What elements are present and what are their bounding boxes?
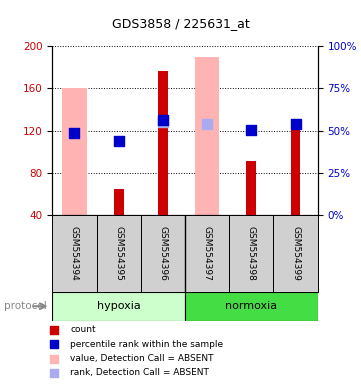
Text: normoxia: normoxia	[225, 301, 277, 311]
Bar	[52, 292, 185, 321]
Bar	[185, 292, 318, 321]
Text: GSM554394: GSM554394	[70, 226, 79, 281]
Bar	[195, 56, 219, 215]
Text: GSM554399: GSM554399	[291, 226, 300, 281]
Text: GSM554398: GSM554398	[247, 226, 256, 281]
Point	[204, 121, 210, 127]
Bar	[141, 215, 185, 292]
Point	[248, 126, 254, 132]
Point	[160, 119, 166, 125]
Bar	[274, 215, 318, 292]
Text: GSM554395: GSM554395	[114, 226, 123, 281]
Point	[71, 130, 77, 136]
Text: value, Detection Call = ABSENT: value, Detection Call = ABSENT	[70, 354, 214, 363]
Point	[51, 341, 56, 347]
Text: GSM554397: GSM554397	[203, 226, 212, 281]
Bar	[291, 125, 300, 215]
Bar	[229, 215, 274, 292]
Point	[51, 356, 56, 362]
Bar	[62, 88, 87, 215]
Bar	[158, 71, 168, 215]
Point	[116, 138, 122, 144]
Text: GSM554396: GSM554396	[158, 226, 168, 281]
Text: hypoxia: hypoxia	[97, 301, 140, 311]
Bar	[185, 215, 229, 292]
Text: rank, Detection Call = ABSENT: rank, Detection Call = ABSENT	[70, 369, 209, 377]
Bar	[52, 215, 97, 292]
Bar	[247, 161, 256, 215]
Text: protocol: protocol	[4, 301, 46, 311]
Point	[51, 327, 56, 333]
Text: count: count	[70, 325, 96, 334]
Point	[293, 121, 299, 127]
Point	[160, 117, 166, 123]
Text: GDS3858 / 225631_at: GDS3858 / 225631_at	[112, 17, 249, 30]
Point	[51, 370, 56, 376]
Bar	[97, 215, 141, 292]
Text: percentile rank within the sample: percentile rank within the sample	[70, 340, 223, 349]
Bar	[114, 189, 123, 215]
